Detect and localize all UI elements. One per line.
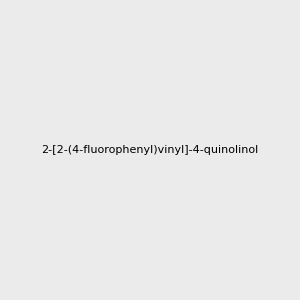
Text: 2-[2-(4-fluorophenyl)vinyl]-4-quinolinol: 2-[2-(4-fluorophenyl)vinyl]-4-quinolinol — [41, 145, 259, 155]
